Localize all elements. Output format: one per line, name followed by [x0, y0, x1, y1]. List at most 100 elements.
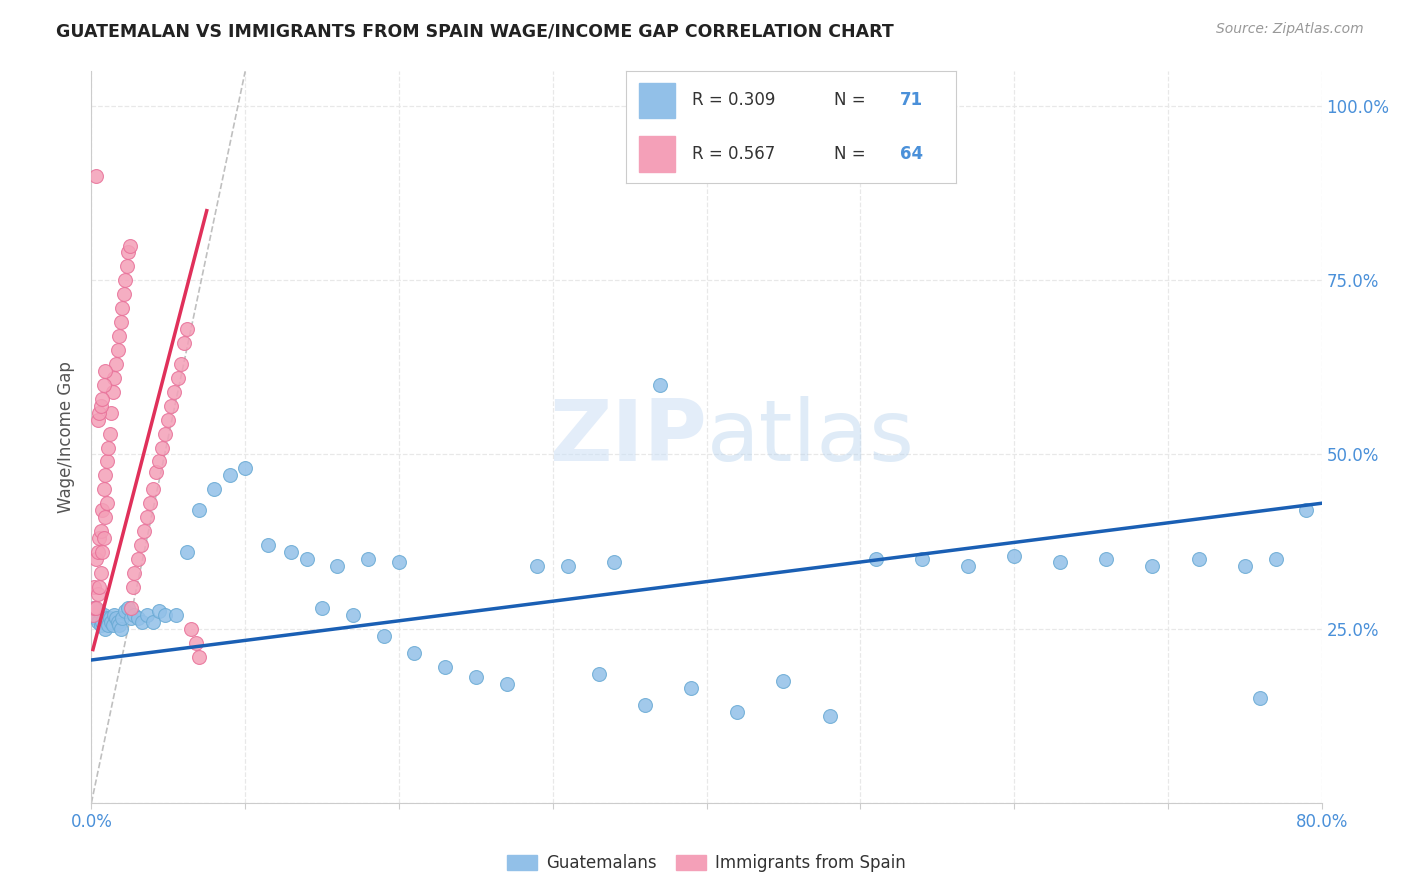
Point [153, 426, 177, 441]
Point [114, 273, 136, 287]
Point [526, 558, 548, 573]
Point [86, 615, 108, 629]
Point [124, 566, 146, 580]
Point [93, 483, 115, 497]
Point [588, 667, 610, 681]
Point [103, 371, 125, 385]
Point [90, 618, 112, 632]
Point [818, 708, 841, 723]
Point [165, 607, 187, 622]
Point [1233, 558, 1256, 573]
Point [1187, 552, 1209, 566]
Point [188, 503, 211, 517]
Point [105, 357, 127, 371]
Point [86, 545, 108, 559]
Point [101, 384, 124, 399]
Point [650, 377, 672, 392]
Point [98, 426, 121, 441]
Point [112, 287, 135, 301]
Point [127, 552, 149, 566]
Bar [638, 83, 675, 119]
Point [94, 364, 117, 378]
Point [218, 468, 240, 483]
Point [135, 607, 157, 622]
Text: Source: ZipAtlas.com: Source: ZipAtlas.com [1216, 22, 1364, 37]
Text: GUATEMALAN VS IMMIGRANTS FROM SPAIN WAGE/INCOME GAP CORRELATION CHART: GUATEMALAN VS IMMIGRANTS FROM SPAIN WAGE… [56, 22, 894, 40]
Point [157, 412, 180, 426]
Point [87, 406, 110, 420]
Point [117, 600, 139, 615]
Point [464, 670, 486, 684]
Point [373, 629, 395, 643]
Point [107, 615, 129, 629]
Point [180, 622, 202, 636]
Point [91, 392, 114, 406]
Point [956, 558, 979, 573]
Text: 71: 71 [900, 91, 922, 110]
Point [115, 260, 138, 274]
Point [681, 681, 703, 695]
Point [1249, 691, 1271, 706]
Text: atlas: atlas [706, 395, 914, 479]
Point [148, 454, 170, 468]
Point [110, 622, 132, 636]
Point [122, 580, 145, 594]
Point [145, 465, 167, 479]
Point [108, 329, 131, 343]
Point [118, 238, 141, 252]
Point [111, 301, 134, 316]
Point [114, 604, 136, 618]
Point [94, 510, 117, 524]
Point [87, 580, 110, 594]
Point [160, 399, 183, 413]
Point [188, 649, 211, 664]
Point [603, 556, 626, 570]
Point [342, 607, 364, 622]
Point [434, 660, 457, 674]
Point [84, 169, 107, 183]
Point [97, 618, 120, 632]
Point [87, 531, 110, 545]
Point [82, 607, 104, 622]
Point [202, 483, 225, 497]
Point [865, 552, 887, 566]
Point [127, 611, 149, 625]
Point [87, 604, 110, 618]
Point [142, 483, 165, 497]
Point [108, 618, 131, 632]
Point [91, 615, 114, 629]
Y-axis label: Wage/Income Gap: Wage/Income Gap [58, 361, 76, 513]
Point [1264, 552, 1286, 566]
Point [86, 587, 108, 601]
Point [1095, 552, 1118, 566]
Point [173, 336, 195, 351]
Point [110, 315, 132, 329]
Point [100, 615, 122, 629]
Point [1295, 503, 1317, 517]
Point [176, 322, 198, 336]
Point [90, 524, 112, 538]
Point [98, 611, 121, 625]
Point [96, 454, 118, 468]
Point [97, 441, 120, 455]
Point [131, 615, 153, 629]
Point [117, 245, 139, 260]
Point [107, 343, 129, 357]
Point [83, 600, 105, 615]
Point [634, 698, 657, 713]
Text: N =: N = [834, 145, 870, 163]
Point [93, 607, 115, 622]
Point [124, 607, 146, 622]
Point [404, 646, 426, 660]
Point [84, 600, 107, 615]
Point [86, 412, 108, 426]
Point [139, 496, 162, 510]
Point [176, 545, 198, 559]
Point [1049, 556, 1071, 570]
Point [82, 607, 104, 622]
Point [132, 524, 155, 538]
Legend: Guatemalans, Immigrants from Spain: Guatemalans, Immigrants from Spain [501, 847, 912, 879]
Point [280, 545, 302, 559]
Point [129, 538, 152, 552]
Point [1002, 549, 1025, 563]
